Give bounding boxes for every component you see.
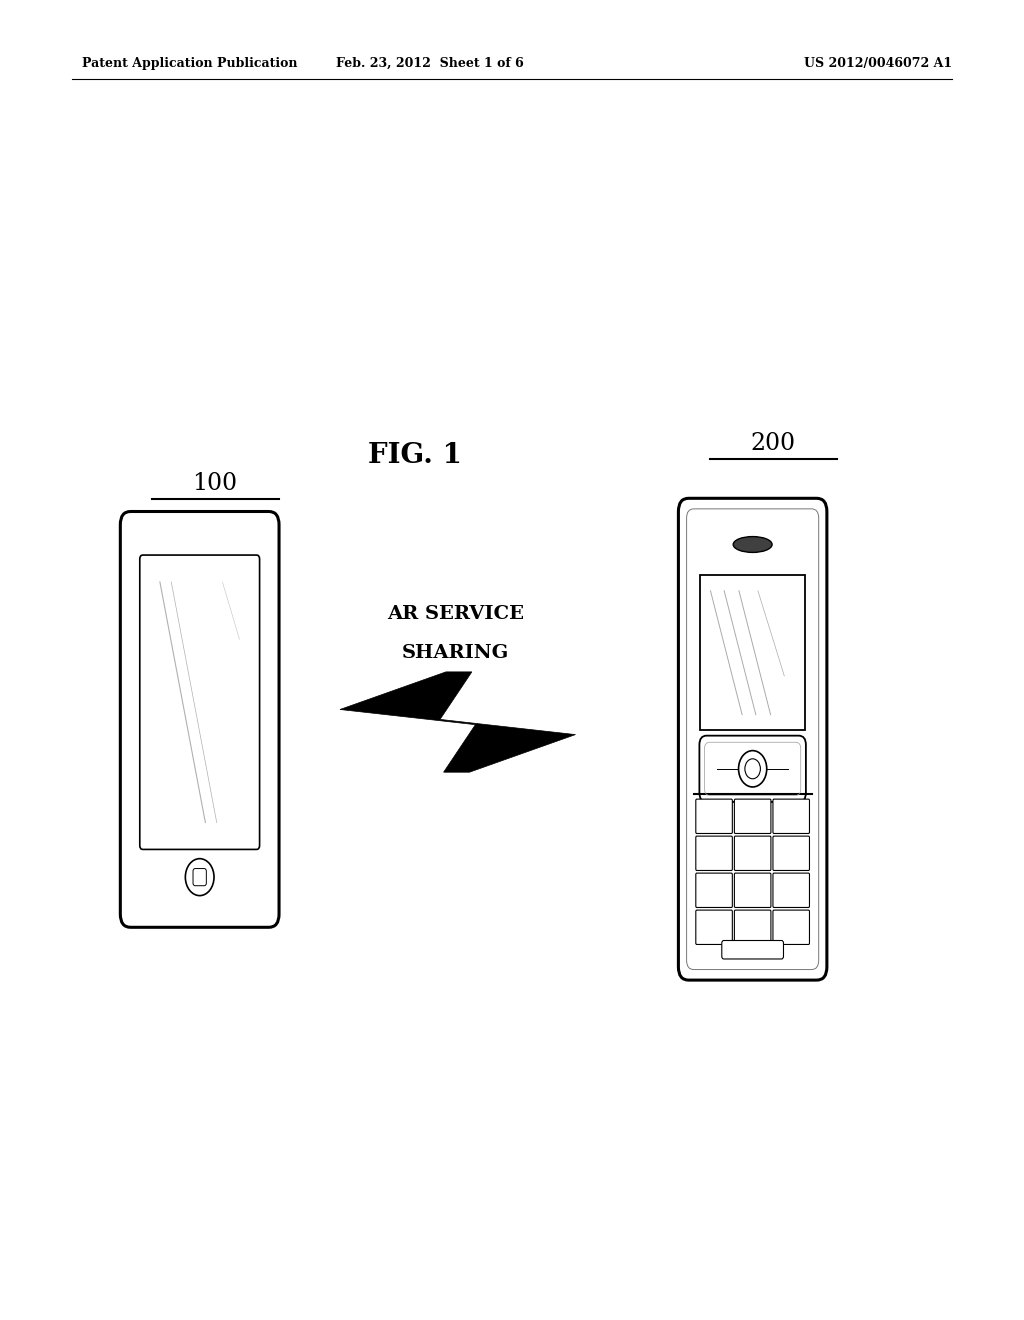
FancyBboxPatch shape xyxy=(773,873,809,907)
Text: FIG. 1: FIG. 1 xyxy=(368,442,462,469)
Text: Feb. 23, 2012  Sheet 1 of 6: Feb. 23, 2012 Sheet 1 of 6 xyxy=(336,57,524,70)
FancyBboxPatch shape xyxy=(696,799,732,833)
FancyBboxPatch shape xyxy=(700,576,805,730)
FancyBboxPatch shape xyxy=(734,836,771,870)
FancyBboxPatch shape xyxy=(696,909,732,945)
FancyBboxPatch shape xyxy=(696,836,732,870)
Circle shape xyxy=(185,858,214,895)
FancyBboxPatch shape xyxy=(773,836,809,870)
Text: AR SERVICE: AR SERVICE xyxy=(387,605,524,623)
Text: SHARING: SHARING xyxy=(402,644,509,663)
FancyBboxPatch shape xyxy=(121,511,279,927)
FancyBboxPatch shape xyxy=(734,909,771,945)
FancyBboxPatch shape xyxy=(699,735,806,803)
Text: US 2012/0046072 A1: US 2012/0046072 A1 xyxy=(804,57,952,70)
FancyBboxPatch shape xyxy=(734,799,771,833)
FancyBboxPatch shape xyxy=(678,498,827,979)
Circle shape xyxy=(738,751,767,787)
Ellipse shape xyxy=(733,537,772,553)
Polygon shape xyxy=(340,672,575,772)
Text: 100: 100 xyxy=(193,473,238,495)
FancyBboxPatch shape xyxy=(696,873,732,907)
FancyBboxPatch shape xyxy=(722,940,783,958)
Circle shape xyxy=(744,759,761,779)
FancyBboxPatch shape xyxy=(139,556,260,850)
FancyBboxPatch shape xyxy=(193,869,207,886)
Text: Patent Application Publication: Patent Application Publication xyxy=(82,57,297,70)
FancyBboxPatch shape xyxy=(773,909,809,945)
Text: 200: 200 xyxy=(751,433,796,455)
FancyBboxPatch shape xyxy=(773,799,809,833)
FancyBboxPatch shape xyxy=(734,873,771,907)
